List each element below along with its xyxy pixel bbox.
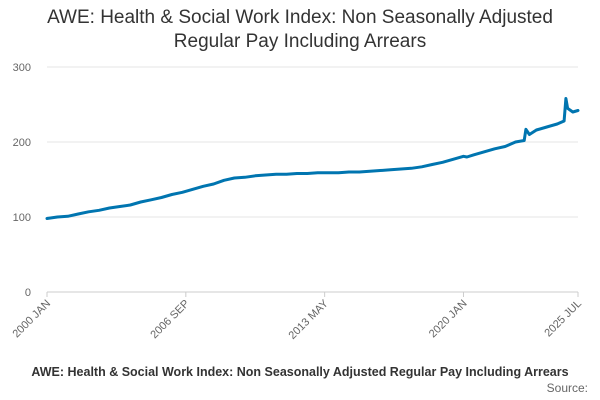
- data-point: [337, 171, 340, 174]
- data-point: [306, 172, 309, 175]
- data-point: [535, 128, 538, 132]
- x-tick-label: 2000 JAN: [10, 298, 53, 341]
- data-point: [389, 168, 392, 171]
- series-line-0: [45, 97, 580, 220]
- data-point: [243, 176, 247, 179]
- data-point: [326, 171, 330, 174]
- data-point: [465, 155, 469, 159]
- data-point: [170, 193, 174, 196]
- data-point: [129, 203, 132, 207]
- data-point: [524, 128, 528, 131]
- data-point: [420, 165, 424, 168]
- data-point: [528, 133, 531, 136]
- y-tick-label: 300: [13, 62, 31, 74]
- data-point: [507, 143, 510, 147]
- data-point: [97, 209, 101, 212]
- data-point: [56, 215, 59, 219]
- chart-source: Source:: [546, 381, 588, 395]
- data-point: [108, 206, 111, 210]
- chart-title-line-1: AWE: Health & Social Work Index: Non Sea…: [47, 7, 553, 28]
- data-point: [233, 176, 236, 180]
- y-axis-ticks: 0 100 200 300: [13, 62, 31, 299]
- x-tick-label: 2025 JUL: [542, 298, 584, 340]
- data-point: [77, 212, 80, 216]
- chart-title-line-2: Regular Pay Including Arrears: [173, 31, 427, 52]
- chart-title: AWE: Health & Social Work Index: Non Sea…: [0, 6, 600, 54]
- grid-layer: [47, 66, 578, 293]
- x-axis-ticks: 2000 JAN 2006 SEP 2013 MAY 2020 JAN 2025 JUL: [10, 292, 584, 342]
- series-layer: [45, 97, 580, 220]
- data-point: [201, 185, 205, 188]
- data-point: [66, 215, 70, 218]
- data-point: [274, 173, 278, 176]
- data-point: [118, 205, 122, 208]
- data-point: [149, 198, 153, 201]
- data-point: [462, 155, 465, 158]
- data-point: [493, 147, 496, 150]
- data-point: [212, 182, 215, 186]
- y-tick-label: 0: [25, 287, 31, 299]
- data-point: [285, 173, 288, 176]
- x-tick-label: 2020 JAN: [427, 298, 470, 341]
- y-tick-label: 100: [13, 212, 31, 224]
- data-point: [571, 110, 574, 114]
- data-point: [564, 97, 568, 100]
- data-point: [451, 158, 455, 161]
- data-point: [514, 140, 517, 144]
- data-point: [264, 173, 267, 177]
- y-tick-label: 200: [13, 137, 31, 149]
- data-point: [566, 107, 569, 110]
- data-point: [347, 170, 351, 174]
- data-point: [555, 122, 559, 126]
- data-point: [545, 125, 548, 129]
- data-point: [222, 179, 226, 182]
- data-point: [378, 169, 382, 172]
- data-point: [160, 196, 163, 199]
- data-point: [254, 174, 257, 177]
- data-point: [503, 145, 507, 148]
- x-tick-label: 2013 MAY: [287, 297, 332, 342]
- data-point: [45, 217, 49, 220]
- data-point: [523, 139, 526, 142]
- data-point: [181, 191, 184, 194]
- data-point: [576, 109, 580, 112]
- data-point: [139, 200, 142, 204]
- data-point: [358, 170, 361, 174]
- data-point: [399, 167, 403, 171]
- data-point: [431, 163, 434, 166]
- data-point: [483, 150, 486, 153]
- data-point: [562, 119, 566, 123]
- data-point: [441, 161, 444, 164]
- data-point: [295, 172, 299, 175]
- data-point: [472, 153, 476, 156]
- data-point: [368, 170, 371, 173]
- data-point: [410, 167, 413, 170]
- data-point: [316, 171, 319, 174]
- data-point: [87, 210, 90, 213]
- data-point: [191, 188, 194, 191]
- chart-caption: AWE: Health & Social Work Index: Non Sea…: [31, 365, 569, 379]
- x-tick-label: 2006 SEP: [148, 298, 192, 342]
